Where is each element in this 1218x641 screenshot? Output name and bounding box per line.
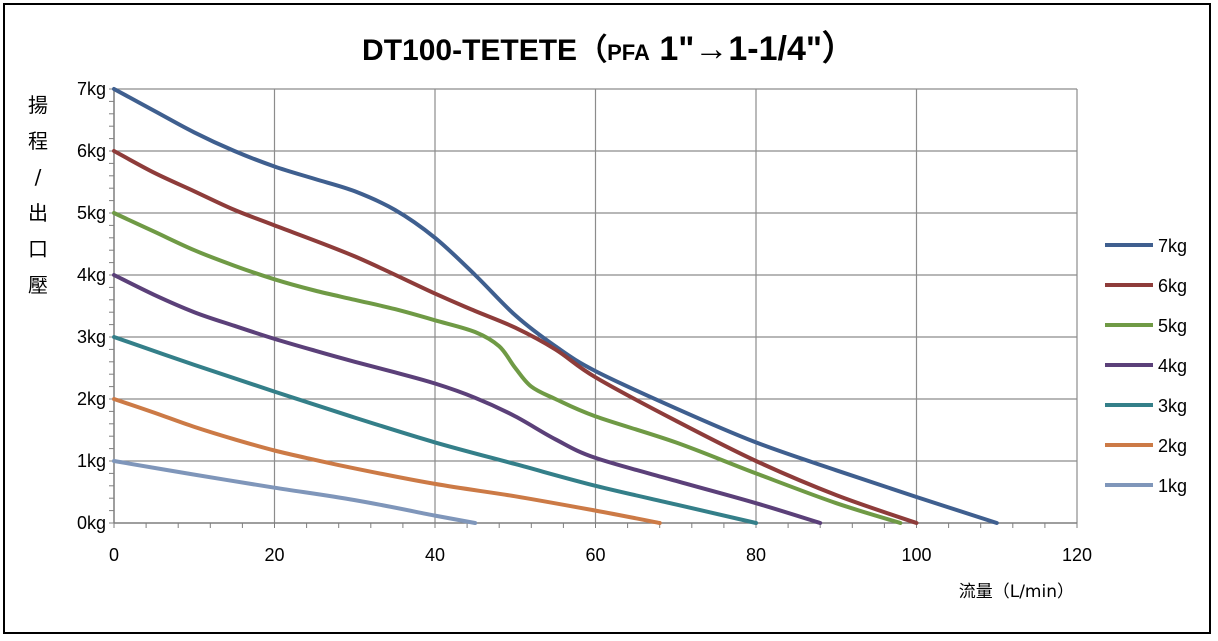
- chart-title-part-3: 1"→1-1/4"）: [650, 29, 856, 68]
- legend-label: 1kg: [1158, 476, 1187, 496]
- y-tick-label: 4kg: [77, 265, 106, 285]
- y-tick-label: 6kg: [77, 141, 106, 161]
- chart-frame: [3, 3, 1211, 634]
- y-axis-label-char: 揚: [28, 93, 48, 117]
- y-tick-label: 1kg: [77, 451, 106, 471]
- y-axis-label-char: 程: [28, 129, 48, 153]
- x-tick-label: 100: [901, 545, 931, 565]
- legend-label: 5kg: [1158, 316, 1187, 336]
- series-line-1kg: [112, 459, 478, 525]
- y-tick-label: 3kg: [77, 327, 106, 347]
- legend-item-4kg: 4kg: [1105, 356, 1187, 376]
- x-tick-label: 120: [1062, 545, 1092, 565]
- x-tick-label: 80: [746, 545, 766, 565]
- legend-item-1kg: 1kg: [1105, 476, 1187, 496]
- y-axis-label-char: /: [35, 165, 42, 189]
- axes: [109, 88, 1078, 528]
- legend-item-5kg: 5kg: [1105, 316, 1187, 336]
- chart-title: DT100-TETETE（PFA 1"→1-1/4"）: [362, 29, 856, 68]
- y-tick-labels: 0kg 1kg 2kg 3kg 4kg 5kg 6kg 7kg: [77, 79, 106, 533]
- series-line-6kg: [112, 149, 919, 525]
- series-line-3kg: [112, 335, 758, 525]
- chart-title-part-2: PFA: [607, 40, 650, 65]
- legend-item-3kg: 3kg: [1105, 396, 1187, 416]
- series-line-2kg: [112, 397, 662, 525]
- y-axis-label-char: 口: [28, 237, 48, 261]
- legend: 7kg 6kg 5kg 4kg 3kg 2kg 1kg: [1105, 236, 1187, 496]
- legend-label: 7kg: [1158, 236, 1187, 256]
- grid-lines: [114, 88, 1078, 523]
- x-tick-labels: 0 20 40 60 80 100 120: [109, 545, 1092, 565]
- y-tick-label: 5kg: [77, 203, 106, 223]
- y-tick-label: 7kg: [77, 79, 106, 99]
- series-line-4kg: [112, 273, 823, 525]
- y-tick-label: 2kg: [77, 389, 106, 409]
- x-tick-label: 20: [264, 545, 284, 565]
- chart-title-part-1: DT100-TETETE（: [362, 33, 607, 67]
- series-lines: [112, 87, 999, 525]
- series-line-5kg: [112, 211, 903, 525]
- x-tick-label: 0: [109, 545, 119, 565]
- legend-label: 3kg: [1158, 396, 1187, 416]
- y-tick-label: 0kg: [77, 513, 106, 533]
- legend-label: 6kg: [1158, 276, 1187, 296]
- series-line-7kg: [112, 87, 999, 525]
- y-axis-label-char: 出: [28, 201, 48, 225]
- legend-item-2kg: 2kg: [1105, 436, 1187, 456]
- x-axis-label: 流量（L/min）: [959, 582, 1074, 602]
- legend-item-6kg: 6kg: [1105, 276, 1187, 296]
- legend-item-7kg: 7kg: [1105, 236, 1187, 256]
- x-tick-label: 40: [425, 545, 445, 565]
- legend-label: 2kg: [1158, 436, 1187, 456]
- y-axis-label-char: 壓: [28, 273, 48, 297]
- legend-label: 4kg: [1158, 356, 1187, 376]
- x-tick-label: 60: [585, 545, 605, 565]
- y-axis-label: 揚程 / 出口壓: [28, 93, 48, 297]
